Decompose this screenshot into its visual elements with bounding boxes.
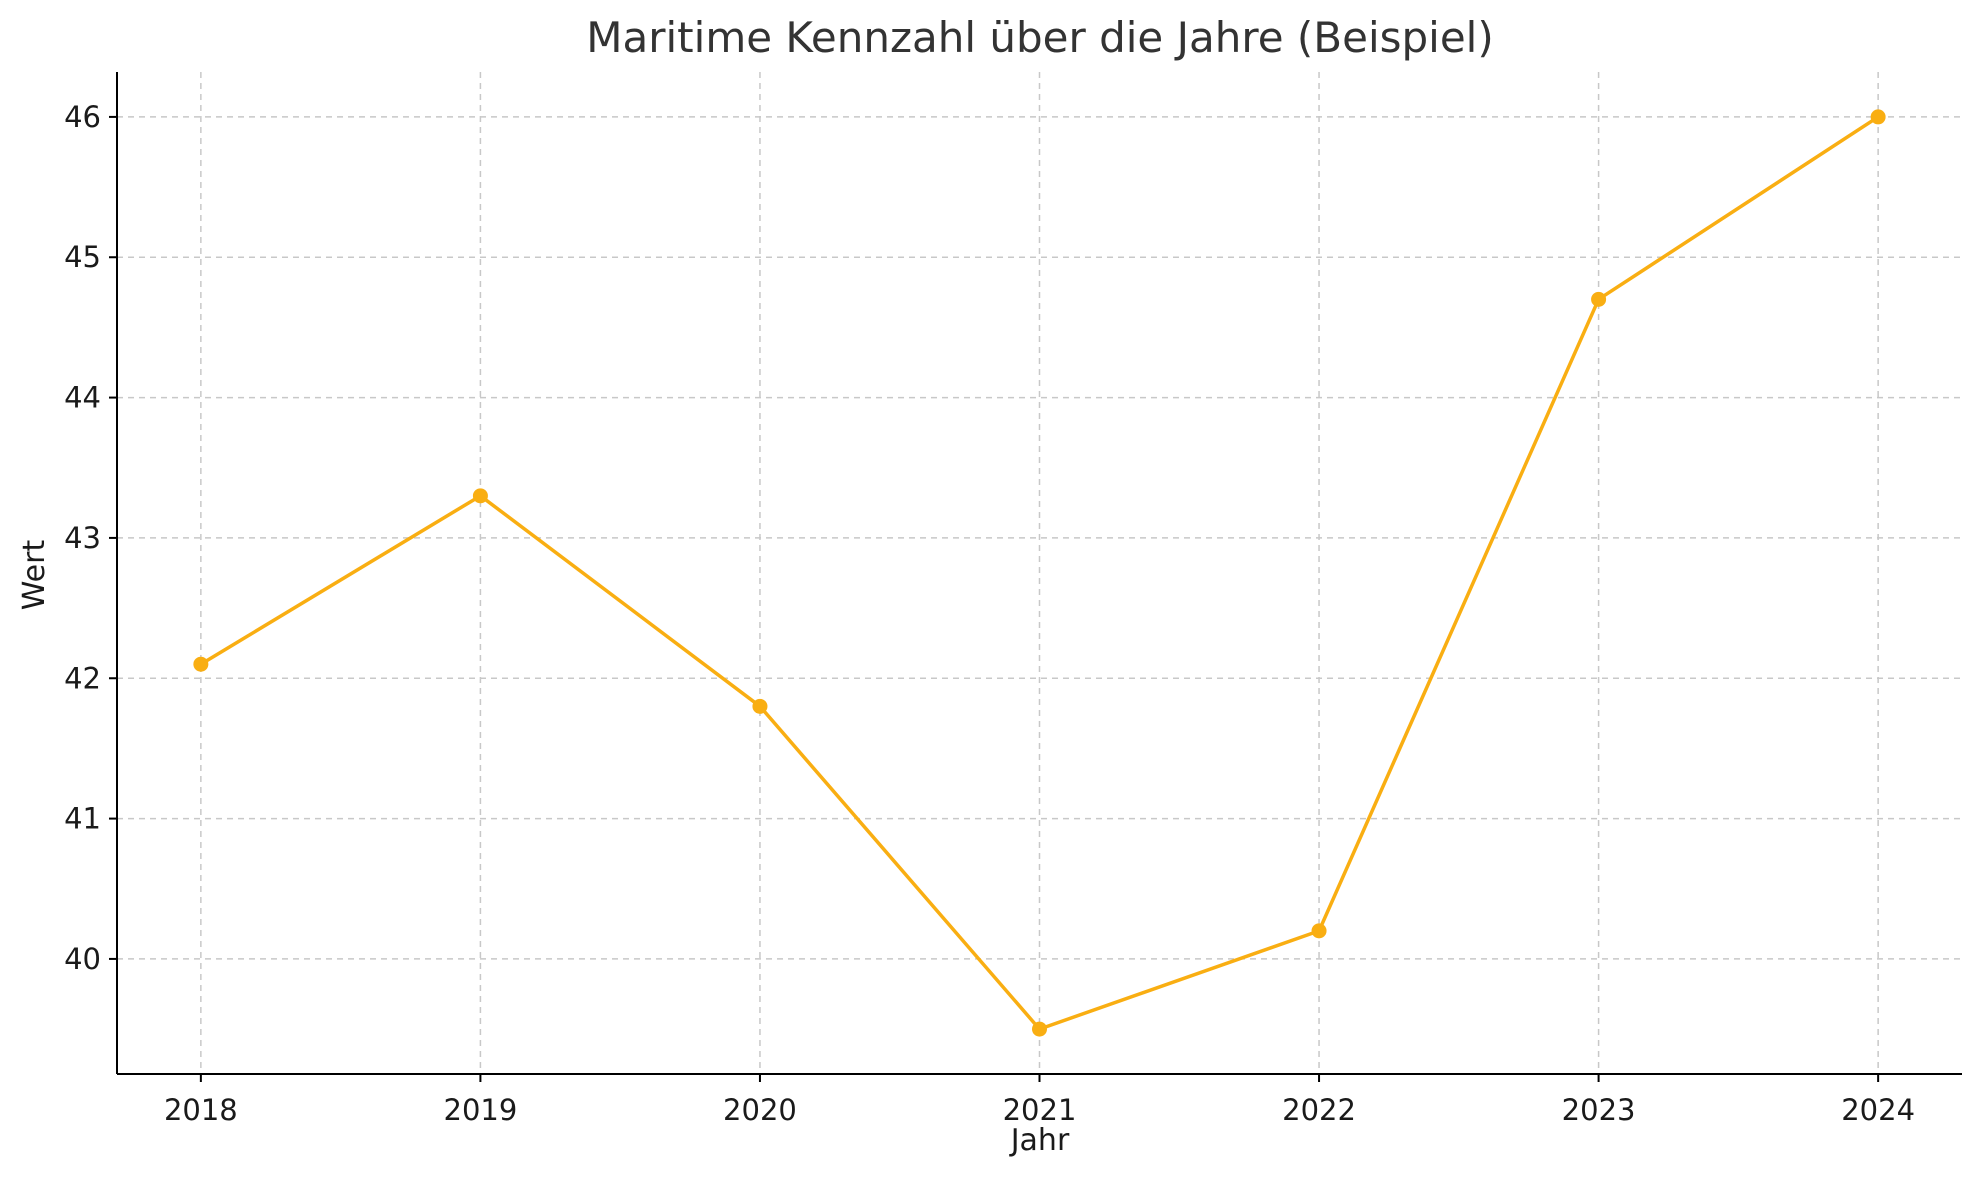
x-tick-label: 2020 xyxy=(723,1093,797,1127)
x-tick-label: 2023 xyxy=(1562,1093,1636,1127)
y-tick-label: 45 xyxy=(64,240,101,274)
y-tick-label: 46 xyxy=(64,100,101,134)
y-tick-label: 43 xyxy=(64,521,101,555)
grid-lines xyxy=(117,72,1962,1074)
y-tick-label: 41 xyxy=(64,802,101,836)
x-tick-label: 2021 xyxy=(1003,1093,1077,1127)
x-tick-label: 2019 xyxy=(444,1093,518,1127)
x-tick-label: 2018 xyxy=(164,1093,238,1127)
y-tick-label: 42 xyxy=(64,661,101,695)
data-point xyxy=(193,656,209,672)
axis-ticks: 2018 2019 2020 2021 2022 2023 2024 40 41 42 43 44 45… xyxy=(64,100,1915,1127)
x-axis-label: Jahr xyxy=(1009,1123,1070,1158)
data-point xyxy=(752,698,768,714)
y-axis-label: Wert xyxy=(17,540,52,611)
y-tick-label: 44 xyxy=(64,381,101,415)
data-point xyxy=(1311,923,1327,939)
chart-title: Maritime Kennzahl über die Jahre (Beispi… xyxy=(586,13,1493,62)
data-point xyxy=(472,488,488,504)
y-tick-label: 40 xyxy=(64,942,101,976)
x-tick-label: 2024 xyxy=(1841,1093,1915,1127)
data-point xyxy=(1870,109,1886,125)
data-point xyxy=(1032,1021,1047,1037)
x-tick-label: 2022 xyxy=(1282,1093,1356,1127)
data-point xyxy=(1591,291,1607,307)
series xyxy=(193,109,1886,1037)
